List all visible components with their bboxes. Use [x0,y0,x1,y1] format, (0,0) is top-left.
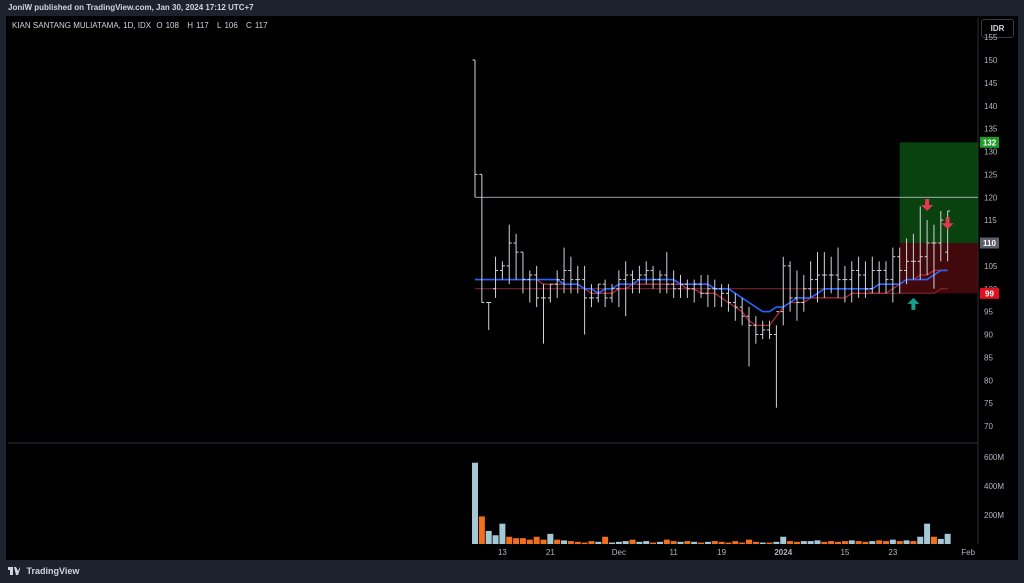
close-value: C 117 [246,21,268,30]
footer-bar [0,562,1024,583]
publication-info: JoniW published on TradingView.com, Jan … [8,3,254,12]
tradingview-brand: TradingView [26,566,80,576]
chart-area[interactable] [6,16,1018,560]
tradingview-logo[interactable]: TradingView [8,566,79,576]
symbol-legend: KIAN SANTANG MULIATAMA, 1D, IDX O 108 H 11… [12,21,274,30]
symbol-name: KIAN SANTANG MULIATAMA, 1D, IDX [12,21,152,30]
currency-button[interactable]: IDR [981,19,1014,38]
high-value: H 117 [187,21,209,30]
tradingview-logo-icon [8,567,20,575]
low-value: L 106 [216,21,238,30]
open-value: O 108 [156,21,179,30]
